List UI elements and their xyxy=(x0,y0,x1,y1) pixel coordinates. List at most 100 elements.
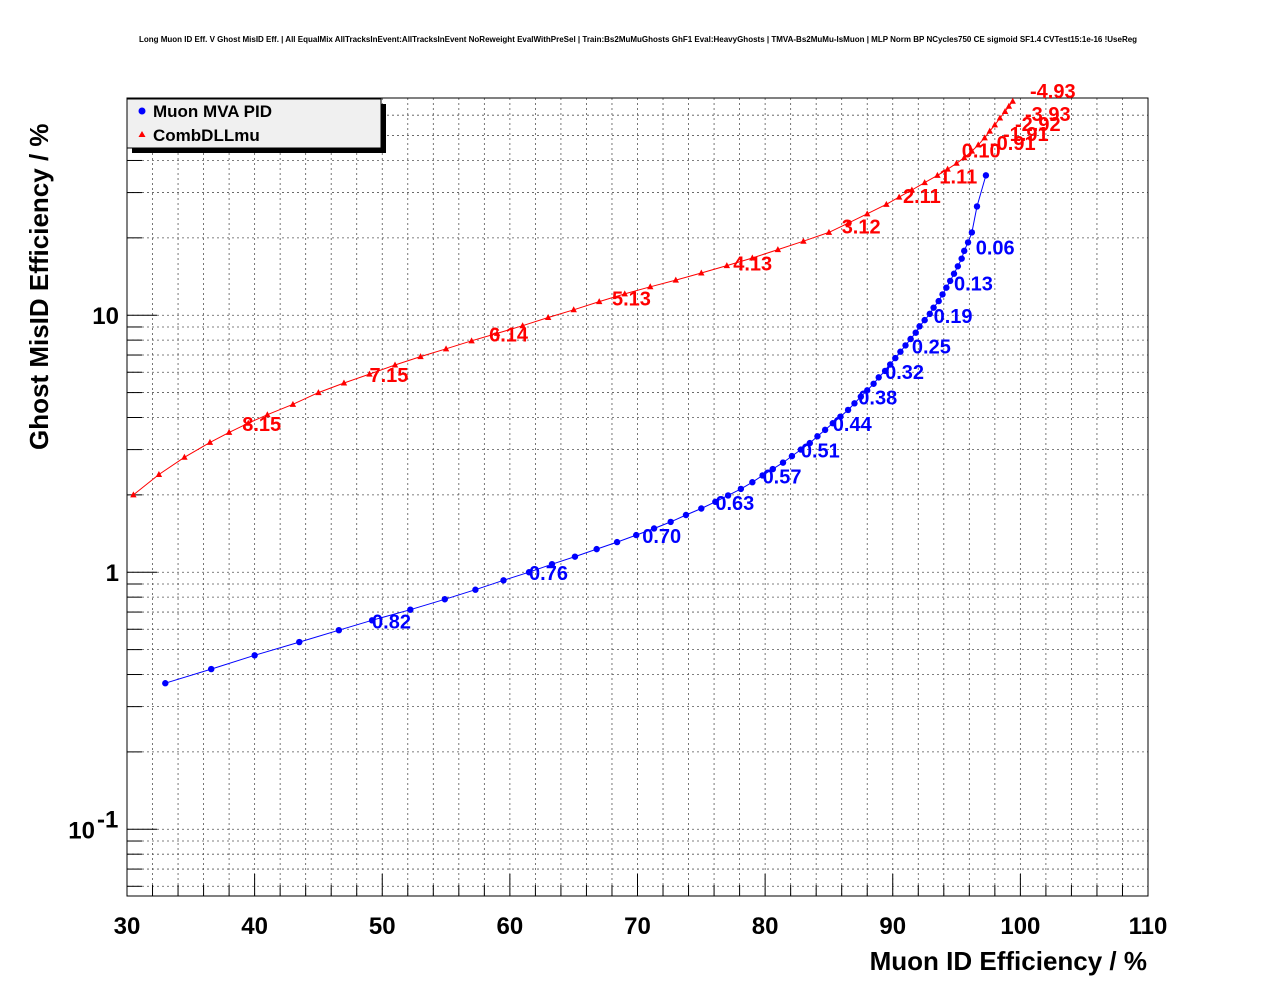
x-tick-label: 30 xyxy=(114,913,141,940)
data-point-combdllmu xyxy=(968,147,976,154)
data-point-combdllmu xyxy=(908,186,916,193)
data-point-muon-mva-pid xyxy=(870,380,877,387)
data-point-combdllmu xyxy=(621,290,628,297)
data-point-combdllmu xyxy=(570,306,577,313)
data-point-muon-mva-pid xyxy=(886,361,894,368)
data-point-muon-mva-pid xyxy=(797,446,805,453)
data-point-muon-mva-pid xyxy=(907,335,914,343)
data-point-muon-mva-pid xyxy=(851,400,858,407)
data-point-muon-mva-pid xyxy=(472,586,479,593)
x-tick-label: 60 xyxy=(497,913,524,940)
data-point-muon-mva-pid xyxy=(926,310,933,318)
y-tick-label: 1 xyxy=(106,560,119,587)
point-label: 6.14 xyxy=(489,324,529,346)
data-point-muon-mva-pid xyxy=(593,545,600,553)
data-point-muon-mva-pid xyxy=(814,433,821,440)
data-point-muon-mva-pid xyxy=(844,406,852,414)
data-point-muon-mva-pid xyxy=(935,297,942,305)
data-point-combdllmu xyxy=(883,200,890,207)
y-tick-label: 10 xyxy=(92,303,119,330)
point-label: 5.13 xyxy=(612,289,651,311)
x-tick-label: 100 xyxy=(1000,913,1040,940)
point-label: 0.82 xyxy=(372,611,411,633)
y-axis-title: Ghost MisID Efficiency / % xyxy=(24,123,54,450)
data-point-muon-mva-pid xyxy=(875,374,882,381)
data-point-combdllmu xyxy=(825,228,833,235)
point-label: 0.51 xyxy=(801,441,840,463)
legend-marker-muon-mva-pid xyxy=(138,107,146,115)
data-point-muon-mva-pid xyxy=(548,560,556,568)
y-tick-label-exponent: -1 xyxy=(97,806,118,833)
data-point-muon-mva-pid xyxy=(912,329,919,336)
point-label: 0.38 xyxy=(858,388,897,410)
data-point-muon-mva-pid xyxy=(500,577,507,584)
data-point-muon-mva-pid xyxy=(982,172,990,179)
data-point-muon-mva-pid xyxy=(954,263,962,270)
x-tick-label: 70 xyxy=(624,913,651,940)
data-point-combdllmu xyxy=(996,114,1004,121)
data-point-muon-mva-pid xyxy=(441,596,448,603)
data-point-combdllmu xyxy=(774,246,782,253)
data-point-muon-mva-pid xyxy=(946,277,954,285)
legend-marker-combdllmu xyxy=(138,131,146,137)
data-point-muon-mva-pid xyxy=(407,606,414,613)
point-label: 2.11 xyxy=(903,186,941,208)
data-point-combdllmu xyxy=(245,419,252,426)
data-point-muon-mva-pid xyxy=(737,485,745,493)
point-labels: 0.82 0.76 0.70 0.63 0.57 0.51 0.44 0.38 0.32 0.25… xyxy=(242,81,1075,633)
point-label: 0.06 xyxy=(976,238,1015,260)
data-point-muon-mva-pid xyxy=(881,367,889,375)
data-point-muon-mva-pid xyxy=(916,323,923,330)
data-point-muon-mva-pid xyxy=(613,538,621,546)
point-label: 7.15 xyxy=(369,365,408,387)
data-point-combdllmu xyxy=(934,171,941,178)
data-point-muon-mva-pid xyxy=(335,626,343,634)
data-point-combdllmu xyxy=(417,353,424,360)
data-point-muon-mva-pid xyxy=(892,354,899,362)
data-point-muon-mva-pid xyxy=(208,665,215,673)
data-point-combdllmu xyxy=(975,141,982,148)
plot-border xyxy=(126,97,1149,897)
data-point-muon-mva-pid xyxy=(961,247,968,255)
x-tick-label: 90 xyxy=(879,913,906,940)
data-point-combdllmu xyxy=(493,329,501,336)
point-label: 0.44 xyxy=(833,414,873,436)
data-point-muon-mva-pid xyxy=(633,531,640,539)
data-point-muon-mva-pid xyxy=(921,316,928,324)
point-label: -4.93 xyxy=(1030,81,1076,103)
point-label: 0.13 xyxy=(954,274,993,296)
data-point-combdllmu xyxy=(1001,108,1009,115)
data-point-muon-mva-pid xyxy=(939,291,946,298)
point-label: -0.91 xyxy=(990,133,1036,155)
data-point-combdllmu xyxy=(442,345,450,352)
data-point-muon-mva-pid xyxy=(943,284,950,291)
data-point-combdllmu xyxy=(130,491,137,498)
data-point-combdllmu xyxy=(155,471,163,478)
data-point-combdllmu xyxy=(596,298,603,305)
point-label: 0.10 xyxy=(962,140,1001,162)
data-series xyxy=(130,97,1016,687)
data-point-combdllmu xyxy=(986,127,993,134)
point-label: 1.11 xyxy=(939,166,977,188)
data-point-combdllmu xyxy=(981,134,988,141)
data-point-muon-mva-pid xyxy=(968,229,976,236)
data-point-combdllmu xyxy=(800,237,807,244)
data-point-combdllmu xyxy=(953,159,960,166)
x-tick-label: 50 xyxy=(369,913,396,940)
data-point-muon-mva-pid xyxy=(930,304,937,311)
point-label: -3.93 xyxy=(1025,104,1071,126)
data-point-muon-mva-pid xyxy=(251,652,258,659)
data-point-muon-mva-pid xyxy=(650,525,658,532)
data-point-muon-mva-pid xyxy=(806,439,813,447)
data-point-muon-mva-pid xyxy=(958,255,965,262)
data-point-combdllmu xyxy=(519,322,526,329)
data-point-combdllmu xyxy=(961,154,968,161)
data-point-muon-mva-pid xyxy=(857,393,865,400)
data-point-muon-mva-pid xyxy=(821,426,829,434)
point-label: -1.91 xyxy=(1003,124,1049,146)
data-point-muon-mva-pid xyxy=(864,387,871,394)
data-point-combdllmu xyxy=(698,269,705,276)
x-axis-title: Muon ID Efficiency / % xyxy=(870,946,1147,976)
